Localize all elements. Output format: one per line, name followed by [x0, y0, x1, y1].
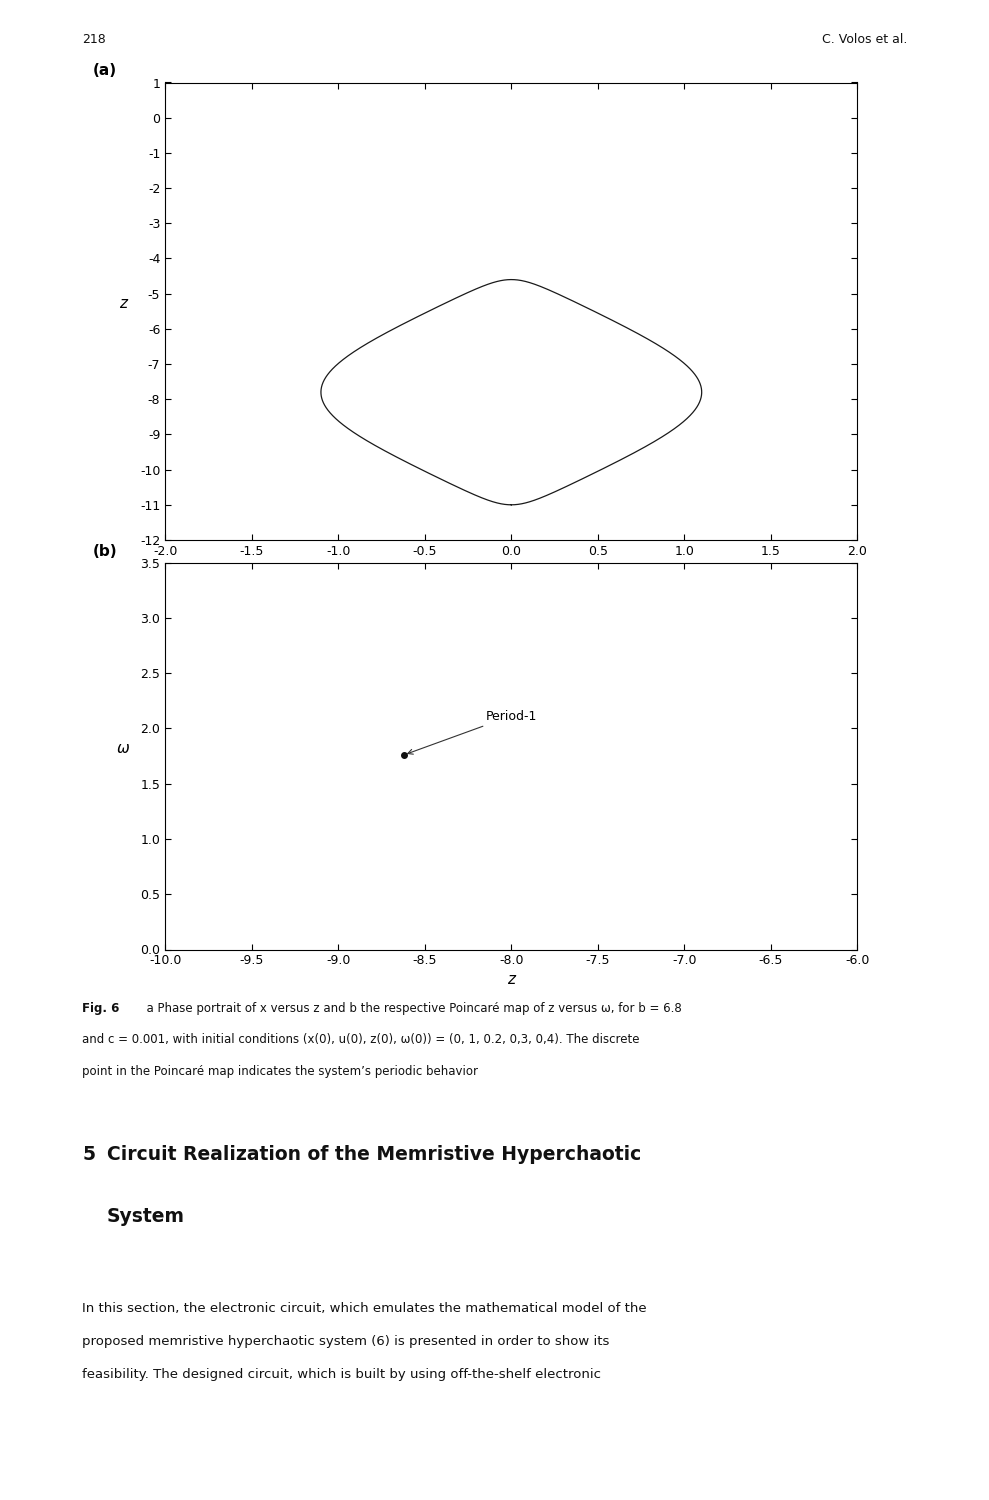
Text: point in the Poincaré map indicates the system’s periodic behavior: point in the Poincaré map indicates the … — [82, 1065, 478, 1078]
Text: System: System — [107, 1208, 185, 1227]
X-axis label: z: z — [507, 972, 515, 987]
Text: (b): (b) — [93, 543, 117, 558]
Y-axis label: z: z — [120, 297, 128, 312]
Text: Circuit Realization of the Memristive Hyperchaotic: Circuit Realization of the Memristive Hy… — [107, 1144, 641, 1164]
Text: 5: 5 — [82, 1144, 95, 1164]
Text: (a): (a) — [93, 63, 117, 78]
Text: Period-1: Period-1 — [407, 710, 537, 754]
Text: Fig. 6: Fig. 6 — [82, 1002, 120, 1016]
Text: In this section, the electronic circuit, which emulates the mathematical model o: In this section, the electronic circuit,… — [82, 1302, 647, 1316]
Y-axis label: ω: ω — [118, 741, 130, 756]
Text: C. Volos et al.: C. Volos et al. — [822, 33, 907, 46]
Text: 218: 218 — [82, 33, 106, 46]
Text: feasibility. The designed circuit, which is built by using off-the-shelf electro: feasibility. The designed circuit, which… — [82, 1368, 601, 1382]
Text: and c = 0.001, with initial conditions (x(0), u(0), z(0), ω(0)) = (0, 1, 0.2, 0,: and c = 0.001, with initial conditions (… — [82, 1034, 640, 1047]
X-axis label: x: x — [506, 562, 516, 578]
Text: proposed memristive hyperchaotic system (6) is presented in order to show its: proposed memristive hyperchaotic system … — [82, 1335, 609, 1348]
Text: a Phase portrait of x versus z and b the respective Poincaré map of z versus ω, : a Phase portrait of x versus z and b the… — [139, 1002, 682, 1016]
